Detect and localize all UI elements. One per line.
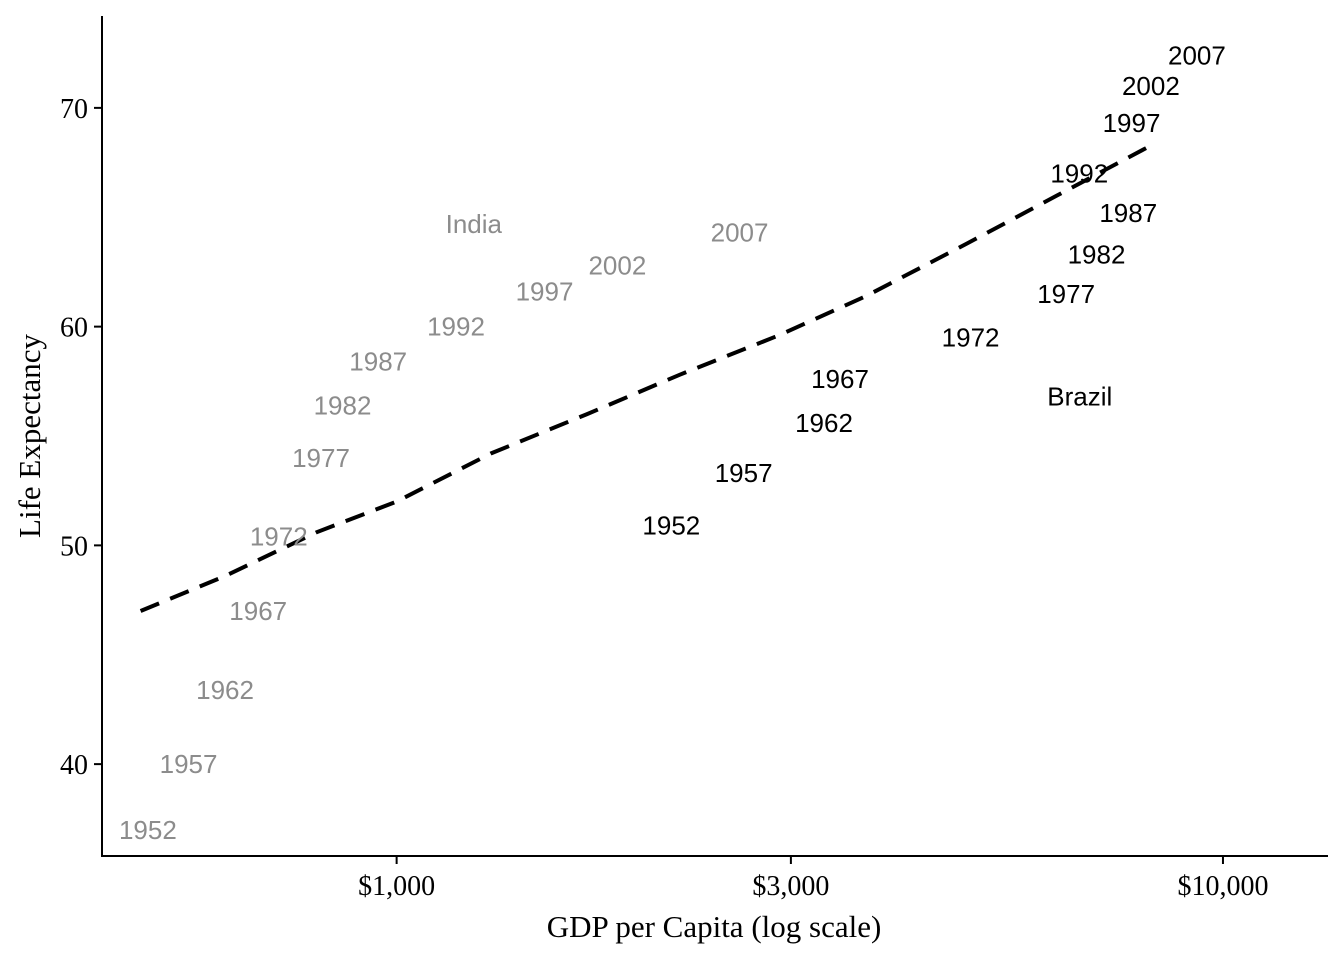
- india-point-1997: 1997: [516, 277, 574, 307]
- x-axis-ticks: $1,000 $3,000 $10,000: [358, 856, 1268, 902]
- y-axis-title: Life Expectancy: [12, 334, 47, 538]
- brazil-point-1952: 1952: [642, 511, 700, 541]
- india-point-1982: 1982: [314, 390, 372, 420]
- x-axis-title: GDP per Capita (log scale): [547, 909, 882, 944]
- x-tick-label: $10,000: [1177, 871, 1268, 902]
- brazil-series-label: Brazil: [1047, 382, 1112, 412]
- india-point-1957: 1957: [160, 749, 218, 779]
- brazil-point-2007: 2007: [1168, 40, 1226, 70]
- brazil-point-1972: 1972: [942, 323, 1000, 353]
- y-axis-ticks: 40 50 60 70: [60, 94, 102, 781]
- india-point-1962: 1962: [196, 675, 254, 705]
- brazil-point-1977: 1977: [1037, 279, 1095, 309]
- y-tick-label: 50: [60, 531, 88, 562]
- brazil-point-1987: 1987: [1099, 198, 1157, 228]
- trend-line: [139, 143, 1153, 613]
- india-point-2007: 2007: [711, 218, 769, 248]
- india-point-2002: 2002: [588, 250, 646, 280]
- brazil-point-1967: 1967: [811, 364, 869, 394]
- x-tick-label: $3,000: [752, 871, 829, 902]
- india-series-label: India: [446, 209, 503, 239]
- brazil-point-1982: 1982: [1068, 239, 1126, 269]
- india-point-1987: 1987: [349, 347, 407, 377]
- brazil-point-1992: 1992: [1050, 159, 1108, 189]
- brazil-point-1962: 1962: [795, 408, 853, 438]
- y-tick-label: 40: [60, 750, 88, 781]
- india-point-1952: 1952: [119, 815, 177, 845]
- point-labels: 1952 1957 1962 1967 1972 1977 1982 1987 1992 1997…: [119, 40, 1226, 844]
- india-point-1992: 1992: [427, 312, 485, 342]
- y-tick-label: 70: [60, 94, 88, 125]
- brazil-point-1957: 1957: [715, 458, 773, 488]
- india-point-1967: 1967: [229, 596, 287, 626]
- brazil-point-1997: 1997: [1103, 108, 1161, 138]
- x-tick-label: $1,000: [358, 871, 435, 902]
- india-point-1977: 1977: [292, 443, 350, 473]
- y-tick-label: 60: [60, 313, 88, 344]
- brazil-point-2002: 2002: [1122, 71, 1180, 101]
- india-point-1972: 1972: [250, 522, 308, 552]
